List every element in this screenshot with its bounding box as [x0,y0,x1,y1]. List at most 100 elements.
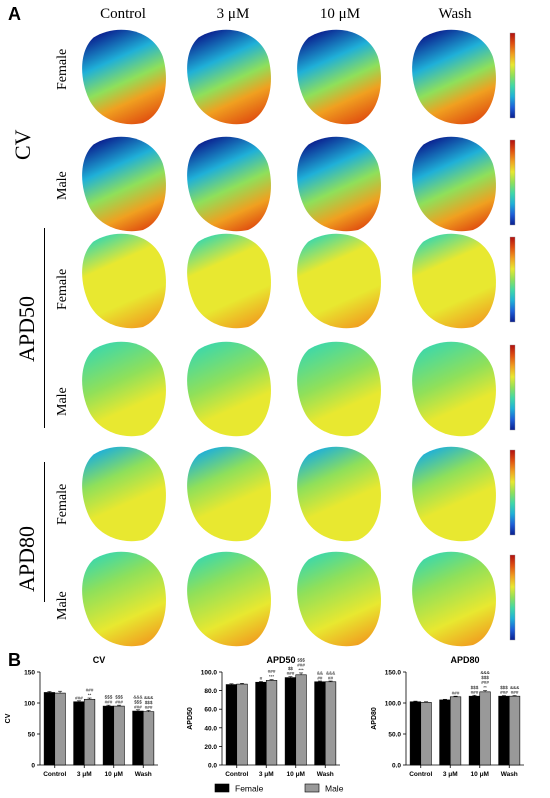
bar-male [479,691,491,766]
x-tick-label: Wash [501,771,518,778]
heatmap-cell [412,446,496,542]
significance-marker: $$ [288,666,294,671]
significance-marker: ### [105,700,113,705]
significance-marker: &&& [144,695,153,700]
panel-b-letter: B [8,650,21,670]
heatmap-cell [297,551,381,647]
y-tick-label: 50 [28,732,36,739]
y-tick-label: 0.0 [208,763,217,770]
significance-marker: &&& [326,671,335,676]
column-header-10uM: 10 μM [319,6,361,22]
heatmap-cell [82,29,166,125]
significance-marker: ### [500,690,508,695]
bar-female [225,684,238,766]
heatmap-cell [82,551,166,647]
heatmap-cell [187,136,271,232]
significance-marker: $$$ [500,685,508,690]
heatmap-cell [82,233,166,329]
y-tick-label: 60.0 [204,707,217,714]
bar-female [43,692,56,766]
y-tick-label: 150.0 [385,670,402,677]
significance-marker: $$$ [134,699,142,704]
bar-male [295,674,307,766]
activation-maps [82,29,516,647]
heatmap-cell [187,29,271,125]
significance-marker: ### [268,669,276,674]
significance-marker: *** [269,674,275,679]
significance-marker: && [317,671,323,676]
column-header-3uM: 3 μM [216,6,250,22]
significance-marker: ### [481,680,489,685]
significance-marker: $$$ [115,695,123,700]
heatmap-cell [297,233,381,329]
legend-swatch-female [214,783,230,793]
chart-title: CV [93,655,106,665]
significance-marker: ### [75,695,83,700]
x-tick-label: 3 μM [259,771,274,778]
heatmap-cell [187,341,271,437]
significance-marker: ### [145,705,153,710]
y-tick-label: 20.0 [204,744,217,751]
bar-female [409,701,422,766]
significance-marker: ### [297,662,305,667]
significance-marker: ### [115,700,123,705]
colorbar [509,236,516,323]
y-tick-label: 50.0 [388,732,401,739]
heatmap-cell [187,446,271,542]
legend-label-female: Female [235,784,264,794]
bar-female [255,681,267,766]
x-tick-label: 10 μM [471,771,489,778]
significance-marker: ### [511,690,519,695]
heatmap-cell [297,341,381,437]
x-tick-label: 10 μM [287,771,305,778]
colorbar [509,139,516,226]
heatmap-cell [412,136,496,232]
group-divider [44,462,45,602]
bar-female [314,681,326,766]
significance-marker: $$$ [297,657,305,662]
bar-male [54,692,66,766]
bar-male [142,711,155,766]
legend-label-male: Male [325,784,344,794]
heatmap-cell [82,341,166,437]
bar-male [236,683,248,766]
y-tick-label: 40.0 [204,725,217,732]
chart-title: APD80 [450,655,479,665]
group-divider [44,228,45,428]
x-tick-label: 3 μM [443,771,458,778]
y-tick-label: 150 [24,670,35,677]
significance-marker: &&& [480,670,489,675]
y-axis-label: CV [5,713,12,723]
panel-a-letter: A [8,4,21,24]
y-tick-label: 100 [24,701,35,708]
significance-marker: $$$ [105,695,113,700]
significance-marker: ### [86,688,94,693]
y-tick-label: 80.0 [204,688,217,695]
column-header-wash: Wash [438,6,472,22]
x-tick-label: Control [43,771,66,778]
significance-marker: # [260,676,263,681]
colorbar [509,449,516,536]
heatmap-cell [297,446,381,542]
bar-male [420,702,432,766]
bar-female [132,710,144,766]
heatmap-cell [82,136,166,232]
bar-female [102,705,115,766]
significance-marker: ## [317,676,323,681]
column-header-control: Control [100,6,146,22]
heatmap-cell [187,233,271,329]
x-tick-label: Control [409,771,432,778]
significance-marker: ### [134,704,142,709]
y-tick-label: 0.0 [392,763,401,770]
significance-marker: ** [88,693,92,698]
x-tick-label: Wash [317,771,334,778]
significance-marker: $$$ [471,685,479,690]
bar-male [113,705,125,766]
significance-marker: ### [471,690,479,695]
x-tick-label: 10 μM [105,771,123,778]
heatmap-cell [297,136,381,232]
heatmap-cell [297,29,381,125]
heatmap-cell [412,29,496,125]
significance-marker: &&& [510,685,519,690]
